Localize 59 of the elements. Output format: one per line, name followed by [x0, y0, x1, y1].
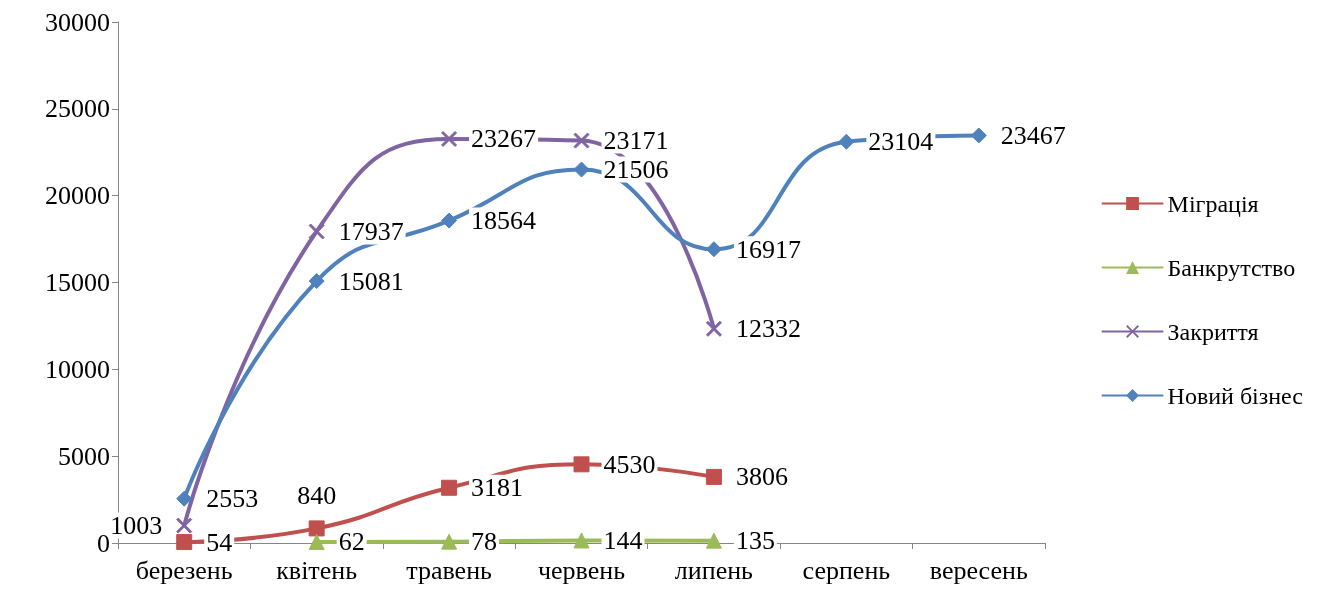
point	[176, 517, 193, 534]
legend-label: Закриття	[1167, 318, 1259, 345]
y-tick-label: 20000	[45, 181, 110, 211]
data-label: 54	[206, 527, 233, 557]
data-label: 12332	[735, 314, 801, 344]
point	[441, 479, 458, 496]
point	[308, 533, 325, 550]
data-label: 840	[297, 480, 337, 510]
data-label: 4530	[603, 449, 656, 479]
data-label: 17937	[338, 216, 404, 246]
x-tick-label: березень	[135, 555, 233, 585]
data-label: 21506	[603, 155, 669, 185]
point	[573, 132, 590, 149]
data-label: 23104	[868, 127, 934, 157]
point	[308, 223, 325, 240]
point	[705, 532, 722, 549]
legend-label: Міграція	[1167, 190, 1259, 217]
point	[176, 490, 193, 507]
point	[308, 520, 325, 537]
legend-label: Банкрутство	[1167, 254, 1296, 281]
y-tick-label: 30000	[45, 7, 110, 37]
data-label: 135	[735, 526, 775, 556]
data-label: 23467	[1000, 120, 1066, 150]
data-label: 144	[603, 526, 643, 555]
data-label: 3181	[471, 473, 524, 503]
data-label: 2553	[206, 484, 259, 514]
legend-label: Новий бізнес	[1167, 382, 1304, 409]
data-label: 23267	[471, 124, 537, 154]
data-label: 16917	[735, 234, 801, 264]
point	[441, 533, 458, 550]
point	[970, 127, 987, 144]
data-label: 62	[338, 527, 365, 557]
point	[573, 456, 590, 473]
x-tick-label: вересень	[929, 555, 1028, 585]
x-tick-label: серпень	[802, 555, 891, 585]
point	[573, 161, 590, 178]
data-label: 3806	[735, 462, 788, 492]
point	[573, 532, 590, 549]
y-tick-label: 15000	[45, 268, 110, 297]
y-tick-label: 5000	[58, 441, 110, 471]
point	[705, 320, 722, 337]
data-label: 78	[471, 527, 498, 557]
data-label: 15081	[338, 266, 404, 296]
y-tick-label: 10000	[45, 354, 110, 384]
point	[705, 468, 722, 485]
y-tick-label: 0	[97, 528, 110, 558]
x-tick-label: липень	[674, 555, 754, 585]
x-tick-label: травень	[406, 555, 493, 585]
x-tick-label: червень	[537, 555, 626, 585]
point	[308, 273, 325, 290]
data-label: 1003	[110, 511, 163, 541]
point	[838, 133, 855, 150]
point	[176, 534, 193, 551]
x-tick-label: квітень	[276, 555, 358, 585]
data-label: 18564	[471, 206, 537, 236]
point	[441, 212, 458, 229]
data-label: 23171	[603, 126, 669, 156]
y-tick-label: 25000	[45, 94, 110, 124]
point	[441, 130, 458, 147]
